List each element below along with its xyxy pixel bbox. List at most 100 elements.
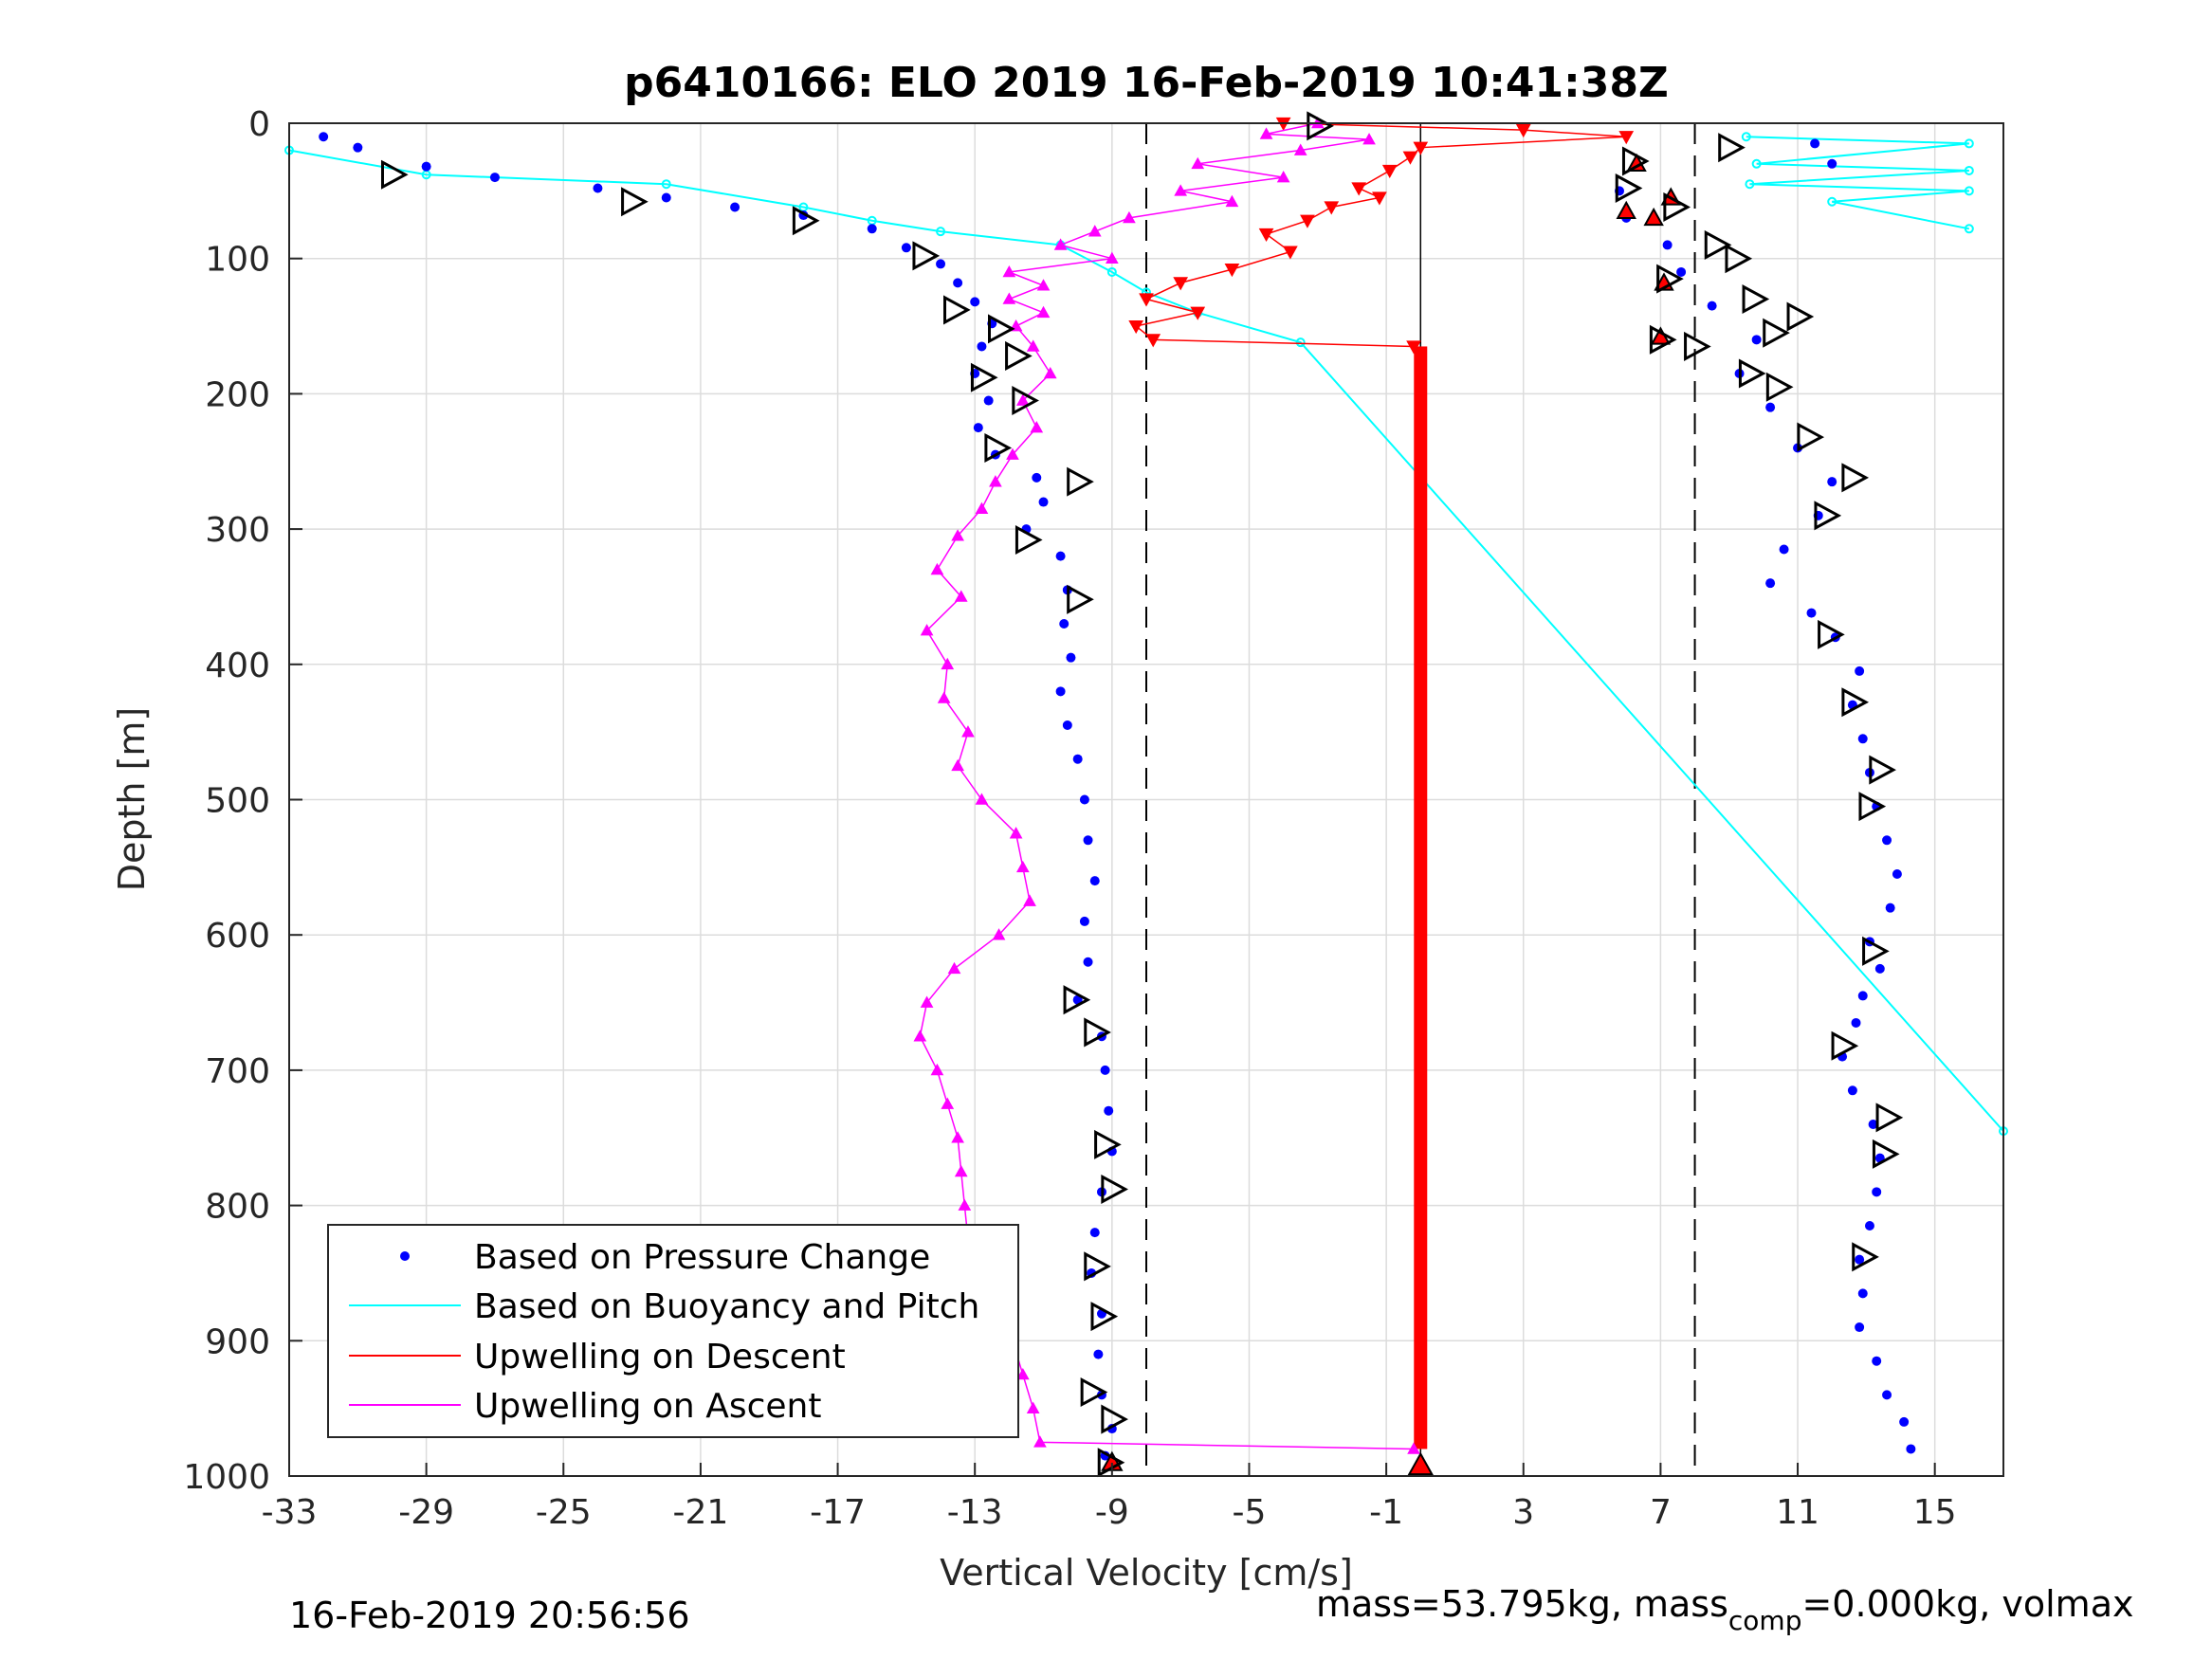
upwelling-ascent-point xyxy=(1036,305,1051,319)
buoyancy-point xyxy=(661,179,671,190)
upwelling-ascent-point xyxy=(920,995,934,1008)
turn-marker xyxy=(380,159,409,190)
pressure-point xyxy=(353,142,363,153)
pressure-point xyxy=(1868,1119,1878,1129)
turn-marker xyxy=(1786,301,1815,332)
pressure-point xyxy=(1072,994,1083,1005)
pressure-point xyxy=(1851,1017,1861,1028)
surface-turn-marker xyxy=(1643,207,1664,227)
buoyancy-point xyxy=(1964,224,1974,234)
upwelling-ascent-point xyxy=(1105,251,1119,264)
upwelling-ascent-point xyxy=(975,793,989,805)
buoyancy-point xyxy=(1964,186,1974,196)
pressure-point xyxy=(867,224,877,234)
upwelling-ascent-point xyxy=(1123,210,1136,224)
turn-marker xyxy=(1818,619,1845,649)
pressure-point xyxy=(1810,138,1820,149)
upwelling-ascent-point xyxy=(992,928,1006,940)
upwelling-descent-point xyxy=(1283,246,1298,260)
pressure-point xyxy=(1093,1349,1104,1359)
buoyancy-point xyxy=(1827,196,1837,207)
pressure-point xyxy=(1882,1390,1892,1400)
plot-area xyxy=(284,111,2008,1478)
legend-entry-ascent: Upwelling on Ascent xyxy=(474,1387,821,1426)
upwelling-ascent-point xyxy=(1088,225,1102,237)
buoyancy-series-line xyxy=(288,149,2004,1132)
turn-marker xyxy=(1742,283,1770,315)
legend-swatch-pressure xyxy=(400,1251,410,1261)
legend-box xyxy=(327,1224,1019,1438)
pressure-point xyxy=(1827,477,1837,487)
turn-marker xyxy=(1841,687,1870,718)
pressure-point xyxy=(1083,835,1093,846)
upwelling-ascent-point xyxy=(1293,143,1307,155)
upwelling-ascent-point xyxy=(930,562,944,575)
upwelling-ascent-point xyxy=(1362,133,1376,145)
upwelling-ascent-point xyxy=(975,501,989,514)
x-tick-label: 3 xyxy=(1512,1493,1534,1532)
pressure-point xyxy=(1089,876,1100,886)
upwelling-ascent-point xyxy=(1407,1442,1420,1454)
pressure-point xyxy=(730,202,740,212)
turn-marker xyxy=(1067,584,1094,614)
pressure-point xyxy=(977,341,987,352)
legend-entry-descent: Upwelling on Descent xyxy=(474,1338,846,1376)
pressure-point xyxy=(1059,618,1069,629)
pressure-point xyxy=(1906,1444,1916,1454)
upwelling-ascent-point xyxy=(1015,1367,1030,1380)
pressure-point xyxy=(973,423,983,433)
pressure-point xyxy=(1038,497,1049,507)
turn-marker xyxy=(1725,244,1753,274)
turn-marker xyxy=(943,295,971,325)
pressure-point xyxy=(1062,720,1072,731)
pressure-point xyxy=(970,297,980,307)
upwelling-descent-point xyxy=(1139,293,1154,307)
x-tick-label: 15 xyxy=(1913,1493,1957,1532)
pressure-point xyxy=(1857,991,1868,1001)
upwelling-descent-line xyxy=(1134,122,1627,348)
pressure-point xyxy=(1857,1288,1868,1299)
upwelling-ascent-point xyxy=(1225,194,1239,208)
upwelling-ascent-point xyxy=(1015,393,1030,406)
upwelling-ascent-point xyxy=(954,590,968,602)
pressure-point xyxy=(1055,551,1066,561)
upwelling-ascent-point xyxy=(941,657,955,670)
upwelling-ascent-point xyxy=(989,475,1002,487)
upwelling-descent-point xyxy=(1372,191,1387,206)
upwelling-descent-point xyxy=(1300,214,1315,228)
buoyancy-point xyxy=(1745,179,1755,190)
pressure-point xyxy=(1765,402,1776,412)
turn-marker xyxy=(1858,792,1887,822)
x-tick-label: 11 xyxy=(1776,1493,1819,1532)
buoyancy-point xyxy=(1751,158,1762,169)
y-tick-label: 300 xyxy=(205,511,270,550)
y-tick-label: 200 xyxy=(205,375,270,414)
turn-marker xyxy=(1763,318,1790,348)
pressure-point xyxy=(1662,240,1673,250)
upwelling-ascent-point xyxy=(1276,171,1290,183)
upwelling-ascent-point xyxy=(961,725,975,738)
turn-marker xyxy=(1101,1404,1128,1434)
turn-marker xyxy=(1814,501,1842,531)
footer-timestamp: 16-Feb-2019 20:56:56 xyxy=(289,1595,690,1636)
pressure-point xyxy=(983,395,994,406)
y-ticks: 0 100 200 300 400 500 600 700 800 900 1000 xyxy=(183,105,302,1497)
upwelling-descent-point xyxy=(1402,151,1418,165)
pressure-point xyxy=(1066,652,1076,663)
y-tick-label: 600 xyxy=(205,917,270,956)
upwelling-ascent-point xyxy=(930,1063,944,1076)
upwelling-ascent-point xyxy=(941,1097,955,1109)
turn-marker xyxy=(1875,1103,1904,1133)
footer-mass-prefix: mass=53.795kg, mass xyxy=(1316,1583,1728,1625)
footer-mass-info: mass=53.795kg, masscomp=0.000kg, volmax xyxy=(1316,1583,2133,1636)
turn-marker xyxy=(1831,1030,1859,1061)
upwelling-ascent-point xyxy=(913,1030,927,1042)
upwelling-ascent-point xyxy=(1006,447,1019,460)
pressure-point xyxy=(1864,1221,1874,1231)
turn-marker xyxy=(1084,1251,1111,1282)
upwelling-ascent-point xyxy=(1043,366,1057,379)
buoyancy-point xyxy=(1964,165,1974,175)
pressure-point xyxy=(489,173,500,183)
pressure-point xyxy=(1855,665,1865,676)
turn-marker xyxy=(1101,1174,1128,1204)
